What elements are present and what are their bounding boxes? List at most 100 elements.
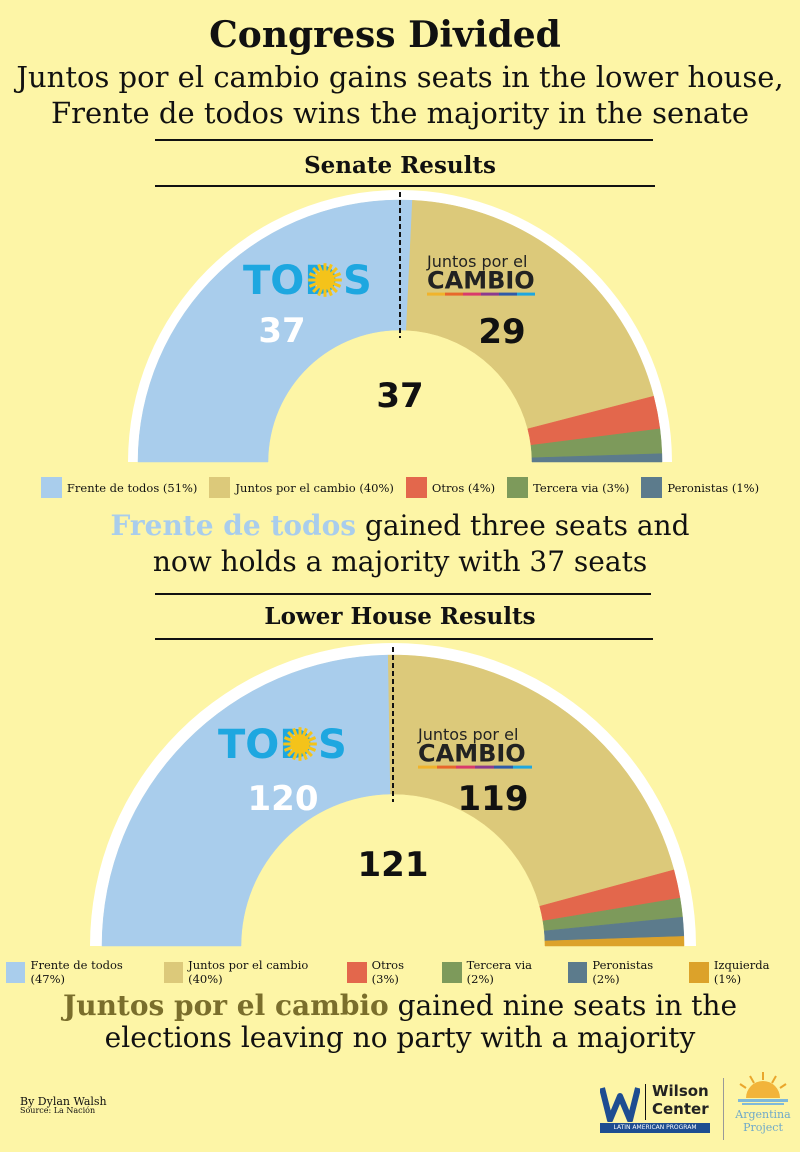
legend-swatch [405,477,427,498]
juntos-seats-label: 119 [458,779,529,819]
segment-frente-de-todos [101,654,391,947]
sun-icon [290,734,310,754]
divider [155,593,651,595]
senate-section-title: Senate Results [304,152,496,179]
legend-label: Tercera via (3%) [533,480,630,495]
subtitle-line-1: Juntos por el cambio gains seats in the … [16,60,784,94]
legend-item-peronistas: Peronistas (2%) [567,958,677,986]
wilson-text-top: Wilson [652,1082,709,1100]
senate-caption: Frente de todos gained three seats and [0,508,800,544]
sun-ray [332,281,342,288]
todos-logo-end: S [318,722,347,768]
sun-ray [292,727,299,737]
wilson-text-bottom: Center [652,1100,709,1118]
juntos-stripe [481,292,499,296]
juntos-stripe [463,292,481,296]
wilson-w-icon [600,1086,640,1122]
legend-item-frente-de-todos: Frente de todos (51%) [40,477,198,498]
juntos-stripe [427,292,445,296]
segment-peronistas [531,453,663,463]
legend-label: Juntos por el cambio (40%) [235,480,394,495]
legend-item-tercera-via: Tercera via (3%) [507,477,629,498]
frente-seats-label: 120 [248,779,319,819]
legend-swatch [567,961,588,983]
legend-item-juntos-por-el-cambio: Juntos por el cambio (40%) [209,477,394,498]
sun-ray [317,287,324,297]
legend-swatch [641,477,663,498]
legend-item-otros: Otros (3%) [347,958,430,986]
legend-swatch [507,477,529,498]
sun-ray [301,727,308,737]
juntos-stripe [494,765,513,769]
juntos-stripe [418,765,437,769]
juntos-stripe [499,292,517,296]
legend-item-peronistas: Peronistas (1%) [641,477,759,498]
juntos-seats-label: 29 [478,312,525,352]
juntos-logo-top: Juntos por el [426,252,527,271]
legend-label: Tercera via (2%) [466,958,533,986]
legend-label: Izquierda (1%) [713,958,770,986]
senate-caption-highlight: Frente de todos [110,509,357,542]
author-credit: By Dylan Walsh [20,1095,107,1108]
sun-ray [312,267,320,275]
divider [155,638,653,640]
senate-caption-rest: gained three seats and [356,509,690,542]
divider [645,1084,646,1120]
legend-label: Frente de todos (47%) [30,958,123,986]
legend-swatch [163,961,184,983]
sun-ray [301,751,308,761]
legend-swatch [40,477,62,498]
frente-seats-label: 37 [258,311,305,351]
lower-caption: Juntos por el cambio gained nine seats i… [0,988,800,1024]
lower-caption-highlight: Juntos por el cambio [62,989,389,1022]
argentina-project-logo: Argentina Project [730,1068,796,1148]
legend-swatch [6,961,26,983]
legend-swatch [347,961,367,983]
segment-izquierda [544,936,685,947]
legend-label: Peronistas (1%) [667,480,760,495]
legend-label: Otros (4%) [431,480,496,495]
sun-ray [330,267,338,275]
senate-caption-line2: now holds a majority with 37 seats [152,545,648,578]
subtitle-line-2: Frente de todos wins the majority in the… [51,96,749,130]
sun-ray [308,272,318,279]
legend-item-izquierda: Izquierda (1%) [689,958,794,986]
majority-label: 121 [358,845,429,885]
sun-ray [287,749,295,757]
divider [723,1078,724,1140]
sun-ray [330,285,338,293]
lower-caption-line2: elections leaving no party with a majori… [104,1021,696,1054]
sun-ray [307,745,317,752]
juntos-logo-bottom: CAMBIO [418,740,526,768]
sun-ray [307,736,317,743]
page-title: Congress Divided [209,14,561,56]
juntos-logo-bottom: CAMBIO [427,267,535,295]
legend-swatch [442,961,462,983]
segment-juntos-por-el-cambio [387,654,675,907]
source-credit: Source: La Nación [20,1106,96,1115]
legend-item-tercera-via: Tercera via (2%) [442,958,556,986]
sun-ray [326,263,333,273]
sun-icon [738,1072,788,1105]
sun-ray [292,751,299,761]
legend-label: Frente de todos (51%) [66,480,198,495]
legend-label: Otros (3%) [371,958,405,986]
wilson-program-bar: LATIN AMERICAN PROGRAM [600,1123,710,1133]
sun-ray [317,263,324,273]
argentina-text-1: Argentina [735,1108,791,1121]
juntos-stripe [475,765,494,769]
legend-label: Peronistas (2%) [592,958,654,986]
legend-swatch [689,961,709,983]
sun-ray [305,749,313,757]
segment-juntos-por-el-cambio [406,200,654,430]
legend-item-otros: Otros (4%) [405,477,496,498]
sun-ray [326,287,333,297]
juntos-stripe [517,292,535,296]
lower-caption-rest: gained nine seats in the [388,989,738,1022]
juntos-stripe [445,292,463,296]
sun-ray [312,285,320,293]
juntos-stripe [513,765,532,769]
sun-ray [332,272,342,279]
